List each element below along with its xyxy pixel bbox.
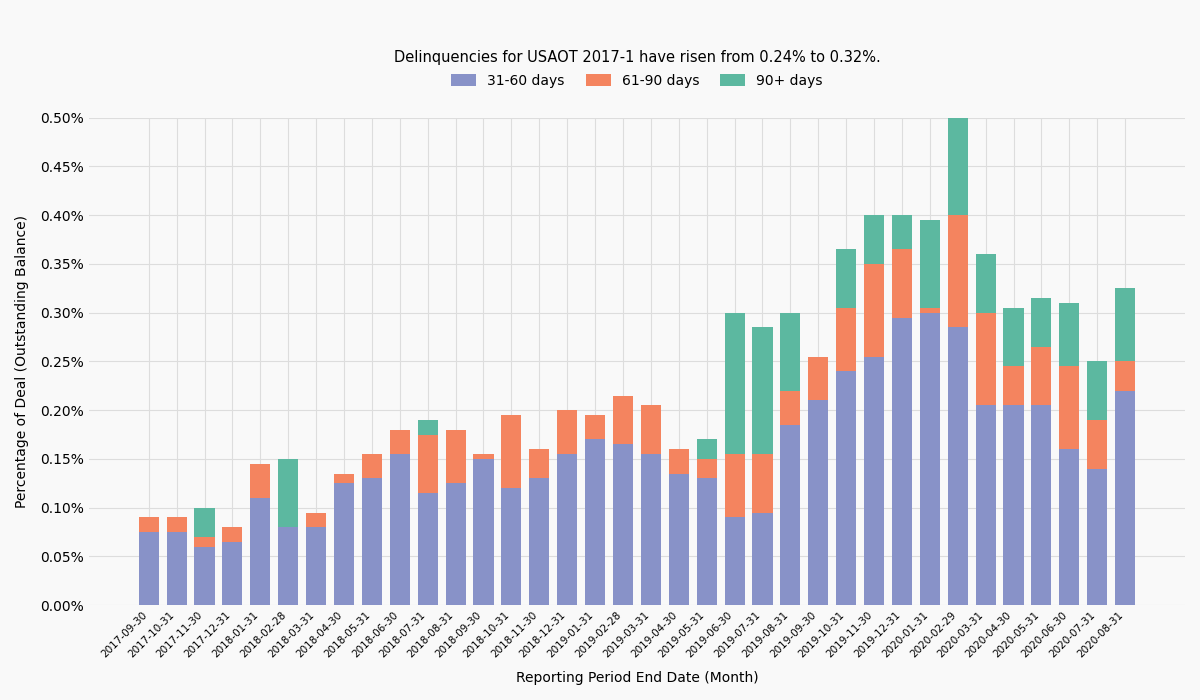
Bar — [586, 415, 605, 440]
Bar — [864, 215, 884, 264]
Bar — [864, 264, 884, 356]
Bar — [1087, 361, 1108, 420]
Bar — [809, 400, 828, 606]
Bar — [948, 328, 967, 606]
Bar — [892, 318, 912, 606]
Bar — [1115, 391, 1135, 606]
Bar — [222, 527, 242, 542]
Bar — [1060, 366, 1079, 449]
Bar — [892, 215, 912, 249]
Bar — [697, 459, 716, 479]
Bar — [334, 474, 354, 483]
Bar — [920, 313, 940, 606]
Bar — [167, 517, 187, 532]
Bar — [976, 254, 996, 313]
Bar — [780, 425, 800, 606]
Y-axis label: Percentage of Deal (Outstanding Balance): Percentage of Deal (Outstanding Balance) — [14, 215, 29, 508]
Bar — [780, 313, 800, 391]
Bar — [167, 532, 187, 606]
X-axis label: Reporting Period End Date (Month): Reporting Period End Date (Month) — [516, 671, 758, 685]
Bar — [752, 454, 773, 512]
Bar — [725, 454, 745, 517]
Bar — [334, 483, 354, 606]
Bar — [194, 537, 215, 547]
Bar — [529, 479, 550, 606]
Bar — [892, 249, 912, 318]
Bar — [306, 527, 326, 606]
Bar — [1031, 346, 1051, 405]
Bar — [1115, 361, 1135, 391]
Bar — [474, 454, 493, 459]
Bar — [976, 405, 996, 606]
Bar — [1003, 366, 1024, 405]
Bar — [836, 249, 856, 308]
Bar — [697, 440, 716, 459]
Bar — [641, 405, 661, 454]
Bar — [641, 454, 661, 606]
Bar — [1087, 469, 1108, 606]
Bar — [809, 356, 828, 400]
Bar — [1060, 303, 1079, 366]
Bar — [194, 508, 215, 537]
Bar — [502, 488, 522, 606]
Bar — [725, 313, 745, 454]
Bar — [362, 454, 382, 479]
Bar — [668, 474, 689, 606]
Bar — [306, 512, 326, 527]
Bar — [139, 517, 158, 532]
Bar — [418, 493, 438, 606]
Bar — [920, 308, 940, 313]
Bar — [445, 430, 466, 483]
Bar — [445, 483, 466, 606]
Bar — [278, 459, 299, 527]
Bar — [139, 532, 158, 606]
Bar — [920, 220, 940, 308]
Bar — [251, 464, 270, 498]
Bar — [418, 420, 438, 435]
Bar — [362, 479, 382, 606]
Bar — [474, 459, 493, 606]
Bar — [390, 454, 410, 606]
Bar — [1031, 405, 1051, 606]
Bar — [278, 527, 299, 606]
Bar — [697, 479, 716, 606]
Bar — [222, 542, 242, 606]
Bar — [836, 371, 856, 606]
Bar — [194, 547, 215, 606]
Bar — [1115, 288, 1135, 361]
Bar — [1003, 308, 1024, 366]
Bar — [780, 391, 800, 425]
Bar — [1003, 405, 1024, 606]
Bar — [836, 308, 856, 371]
Bar — [390, 430, 410, 454]
Bar — [948, 215, 967, 328]
Bar — [557, 410, 577, 454]
Legend: 31-60 days, 61-90 days, 90+ days: 31-60 days, 61-90 days, 90+ days — [445, 69, 828, 94]
Bar — [948, 118, 967, 215]
Title: Delinquencies for USAOT 2017-1 have risen from 0.24% to 0.32%.: Delinquencies for USAOT 2017-1 have rise… — [394, 50, 881, 65]
Bar — [1087, 420, 1108, 469]
Bar — [418, 435, 438, 493]
Bar — [502, 415, 522, 488]
Bar — [976, 313, 996, 405]
Bar — [752, 328, 773, 454]
Bar — [613, 395, 634, 444]
Bar — [1060, 449, 1079, 606]
Bar — [586, 440, 605, 606]
Bar — [613, 444, 634, 606]
Bar — [864, 356, 884, 606]
Bar — [557, 454, 577, 606]
Bar — [725, 517, 745, 606]
Bar — [251, 498, 270, 606]
Bar — [529, 449, 550, 479]
Bar — [1031, 298, 1051, 346]
Bar — [752, 512, 773, 606]
Bar — [668, 449, 689, 474]
